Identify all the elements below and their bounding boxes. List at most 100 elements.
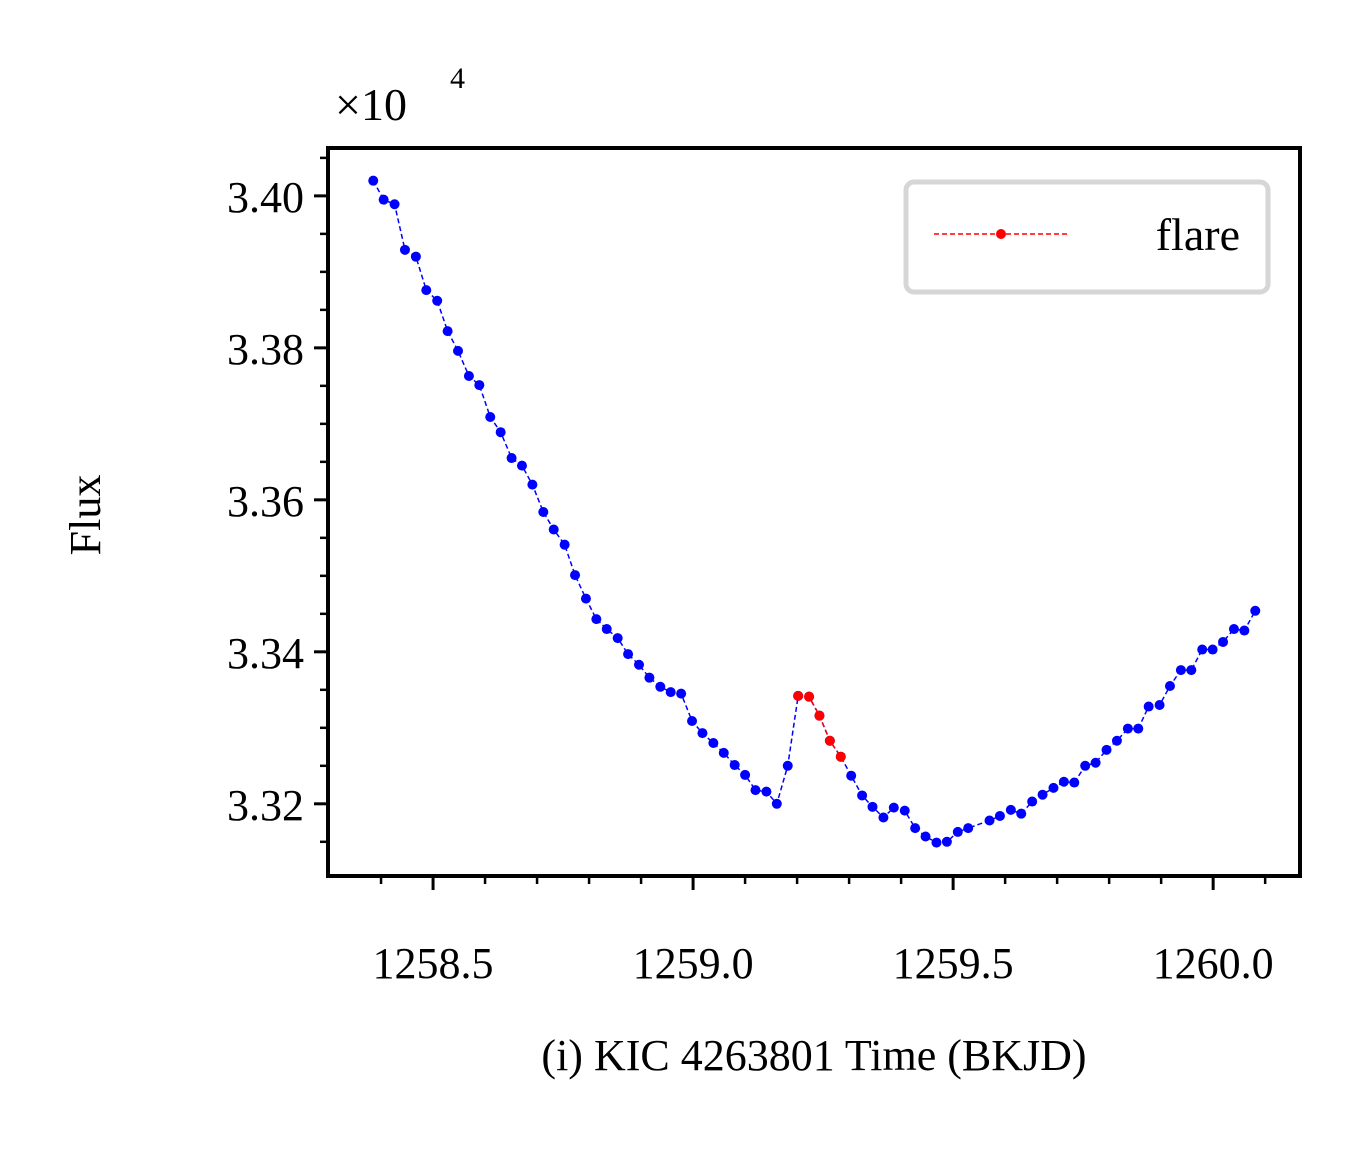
data-point xyxy=(931,837,942,848)
data-point xyxy=(994,810,1005,821)
data-point xyxy=(761,786,772,797)
x-tick-label: 1258.5 xyxy=(373,939,494,988)
data-point xyxy=(984,815,995,826)
data-point xyxy=(410,251,421,262)
data-point xyxy=(1239,625,1250,636)
data-point xyxy=(676,688,687,699)
data-point xyxy=(623,649,634,660)
data-point xyxy=(1037,789,1048,800)
legend-box xyxy=(903,179,1271,295)
plot-frame xyxy=(326,146,1302,878)
data-point xyxy=(846,770,857,781)
x-tick-label: 1259.0 xyxy=(633,939,754,988)
data-point xyxy=(963,823,974,834)
data-point xyxy=(941,836,952,847)
y-offset-text: ×10 xyxy=(335,79,407,130)
data-point xyxy=(750,785,761,796)
data-point xyxy=(1197,644,1208,655)
data-point xyxy=(782,760,793,771)
data-point xyxy=(740,769,751,780)
data-point xyxy=(867,801,878,812)
data-point xyxy=(1186,665,1197,676)
y-tick-label: 3.38 xyxy=(227,325,304,374)
y-offset-exponent: 4 xyxy=(450,62,465,95)
data-point xyxy=(548,524,559,535)
data-point xyxy=(559,539,570,550)
data-point xyxy=(1080,760,1091,771)
data-point xyxy=(804,691,815,702)
data-point xyxy=(1090,757,1101,768)
data-point xyxy=(952,826,963,837)
data-point xyxy=(1016,808,1027,819)
data-point xyxy=(1250,605,1261,616)
data-point xyxy=(697,728,708,739)
data-point xyxy=(708,738,719,749)
data-point xyxy=(1048,782,1059,793)
y-tick-label: 3.40 xyxy=(227,173,304,222)
data-point xyxy=(878,812,889,823)
x-axis-label: (i) KIC 4263801 Time (BKJD) xyxy=(541,1031,1086,1080)
data-point xyxy=(1122,723,1133,734)
data-point xyxy=(888,802,899,813)
data-point xyxy=(835,751,846,762)
data-point xyxy=(432,295,443,306)
data-point xyxy=(474,380,485,391)
series-line xyxy=(798,695,842,758)
x-tick-label: 1260.0 xyxy=(1153,939,1274,988)
data-point xyxy=(538,507,549,517)
data-point xyxy=(771,798,782,809)
data-point xyxy=(633,659,644,670)
data-point xyxy=(1164,681,1175,692)
data-point xyxy=(910,823,921,834)
data-point xyxy=(1058,776,1069,787)
data-point xyxy=(857,790,868,801)
data-point xyxy=(368,175,379,186)
data-point xyxy=(506,453,517,464)
y-tick-label: 3.32 xyxy=(227,781,304,830)
data-point xyxy=(601,624,612,635)
data-point xyxy=(1218,636,1229,647)
data-point xyxy=(1069,777,1080,788)
data-point xyxy=(1101,744,1112,755)
y-tick-label: 3.36 xyxy=(227,477,304,526)
data-point xyxy=(527,479,538,490)
data-point xyxy=(1027,796,1038,807)
data-point xyxy=(1133,723,1144,734)
data-point xyxy=(463,370,474,381)
data-point xyxy=(612,633,623,644)
data-point xyxy=(718,747,729,758)
data-point xyxy=(814,710,825,721)
data-point xyxy=(485,412,496,423)
data-point xyxy=(920,831,931,842)
data-point xyxy=(1005,804,1016,815)
y-axis-label: Flux xyxy=(61,475,110,556)
data-point xyxy=(665,687,676,698)
data-point xyxy=(378,194,389,205)
data-point xyxy=(793,690,804,701)
data-point xyxy=(570,570,581,581)
data-point xyxy=(824,735,835,746)
data-point xyxy=(399,244,410,255)
legend-marker xyxy=(996,229,1006,239)
data-point xyxy=(644,672,655,683)
data-point xyxy=(495,427,506,438)
data-point xyxy=(1111,735,1122,746)
data-point xyxy=(1228,624,1239,635)
data-point xyxy=(729,760,740,771)
data-point xyxy=(687,715,698,726)
data-point xyxy=(442,326,453,337)
data-point xyxy=(389,199,400,210)
data-point xyxy=(580,593,591,604)
data-point xyxy=(516,460,527,471)
legend-label: flare xyxy=(1156,209,1240,260)
data-point xyxy=(1175,665,1186,676)
x-tick-label: 1259.5 xyxy=(893,939,1014,988)
data-point xyxy=(421,285,432,296)
data-point xyxy=(591,614,602,625)
data-point xyxy=(655,681,666,692)
y-tick-label: 3.34 xyxy=(227,629,304,678)
data-point xyxy=(1207,644,1218,655)
data-point xyxy=(899,805,910,816)
data-point xyxy=(1154,700,1165,711)
